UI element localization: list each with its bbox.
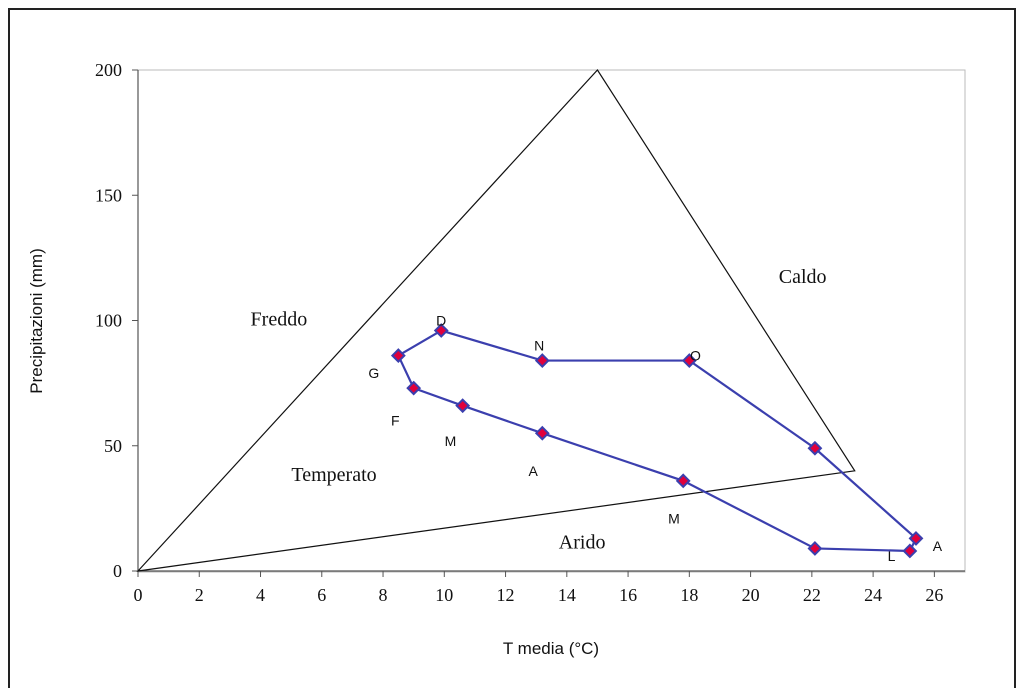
data-point-marker	[433, 323, 449, 338]
series-layer	[390, 323, 924, 559]
y-tick-label: 50	[104, 436, 122, 456]
series-line	[397, 329, 918, 553]
x-tick-label: 16	[619, 585, 637, 605]
zone-labels: Freddo Caldo Temperato Arido	[251, 266, 827, 554]
x-tick-label: 2	[195, 585, 204, 605]
data-point-marker	[908, 531, 924, 546]
zone-label: Temperato	[291, 464, 376, 486]
month-label: A	[528, 463, 538, 479]
x-tick-label: 14	[558, 585, 576, 605]
y-tick-label: 150	[95, 185, 122, 205]
month-label: M	[445, 433, 457, 449]
x-tick-label: 22	[803, 585, 821, 605]
x-tick-label: 8	[379, 585, 388, 605]
month-label: L	[888, 548, 896, 564]
x-tick-label: 18	[680, 585, 698, 605]
zone-label: Caldo	[779, 266, 827, 288]
data-point-marker	[807, 440, 823, 456]
data-point-marker	[455, 398, 471, 414]
month-label: D	[436, 313, 446, 329]
data-point-marker	[902, 543, 918, 559]
chart-frame	[8, 8, 1016, 688]
month-label: F	[391, 413, 400, 429]
data-point-marker	[390, 348, 406, 363]
x-tick-label: 4	[256, 585, 265, 605]
data-point-marker	[807, 541, 823, 556]
y-tick-label: 100	[95, 311, 122, 331]
x-tick-label: 24	[864, 585, 882, 605]
y-tick-label: 200	[95, 60, 122, 80]
x-tick-label: 10	[435, 585, 453, 605]
month-label: A	[933, 538, 943, 554]
data-point-marker	[406, 380, 422, 396]
month-label: M	[668, 510, 680, 526]
climate-triangle	[136, 69, 856, 572]
zone-label: Freddo	[251, 309, 308, 331]
x-tick-label: 26	[925, 585, 943, 605]
data-point-marker	[534, 425, 550, 441]
x-tick-label: 6	[317, 585, 326, 605]
month-labels: G F M A M L A O N D	[368, 313, 942, 564]
month-label: O	[690, 348, 701, 364]
x-axis-label: T media (°C)	[503, 639, 599, 658]
x-tick-label: 20	[742, 585, 760, 605]
triangle-outline	[136, 69, 856, 572]
month-label: G	[368, 365, 379, 381]
y-axis-label: Precipitazioni (mm)	[27, 248, 46, 393]
x-ticks: 0 2 4 6 8 10 12 14 16 18 20 22 24 26	[134, 571, 943, 605]
zone-label: Arido	[559, 531, 606, 553]
y-tick-label: 0	[113, 561, 122, 581]
x-tick-label: 0	[134, 585, 143, 605]
y-ticks: 0 50 100 150 200	[95, 60, 138, 581]
data-point-marker	[675, 473, 691, 489]
data-point-marker	[534, 353, 550, 368]
data-point-marker	[681, 353, 697, 368]
x-tick-label: 12	[497, 585, 515, 605]
month-label: N	[534, 338, 544, 354]
